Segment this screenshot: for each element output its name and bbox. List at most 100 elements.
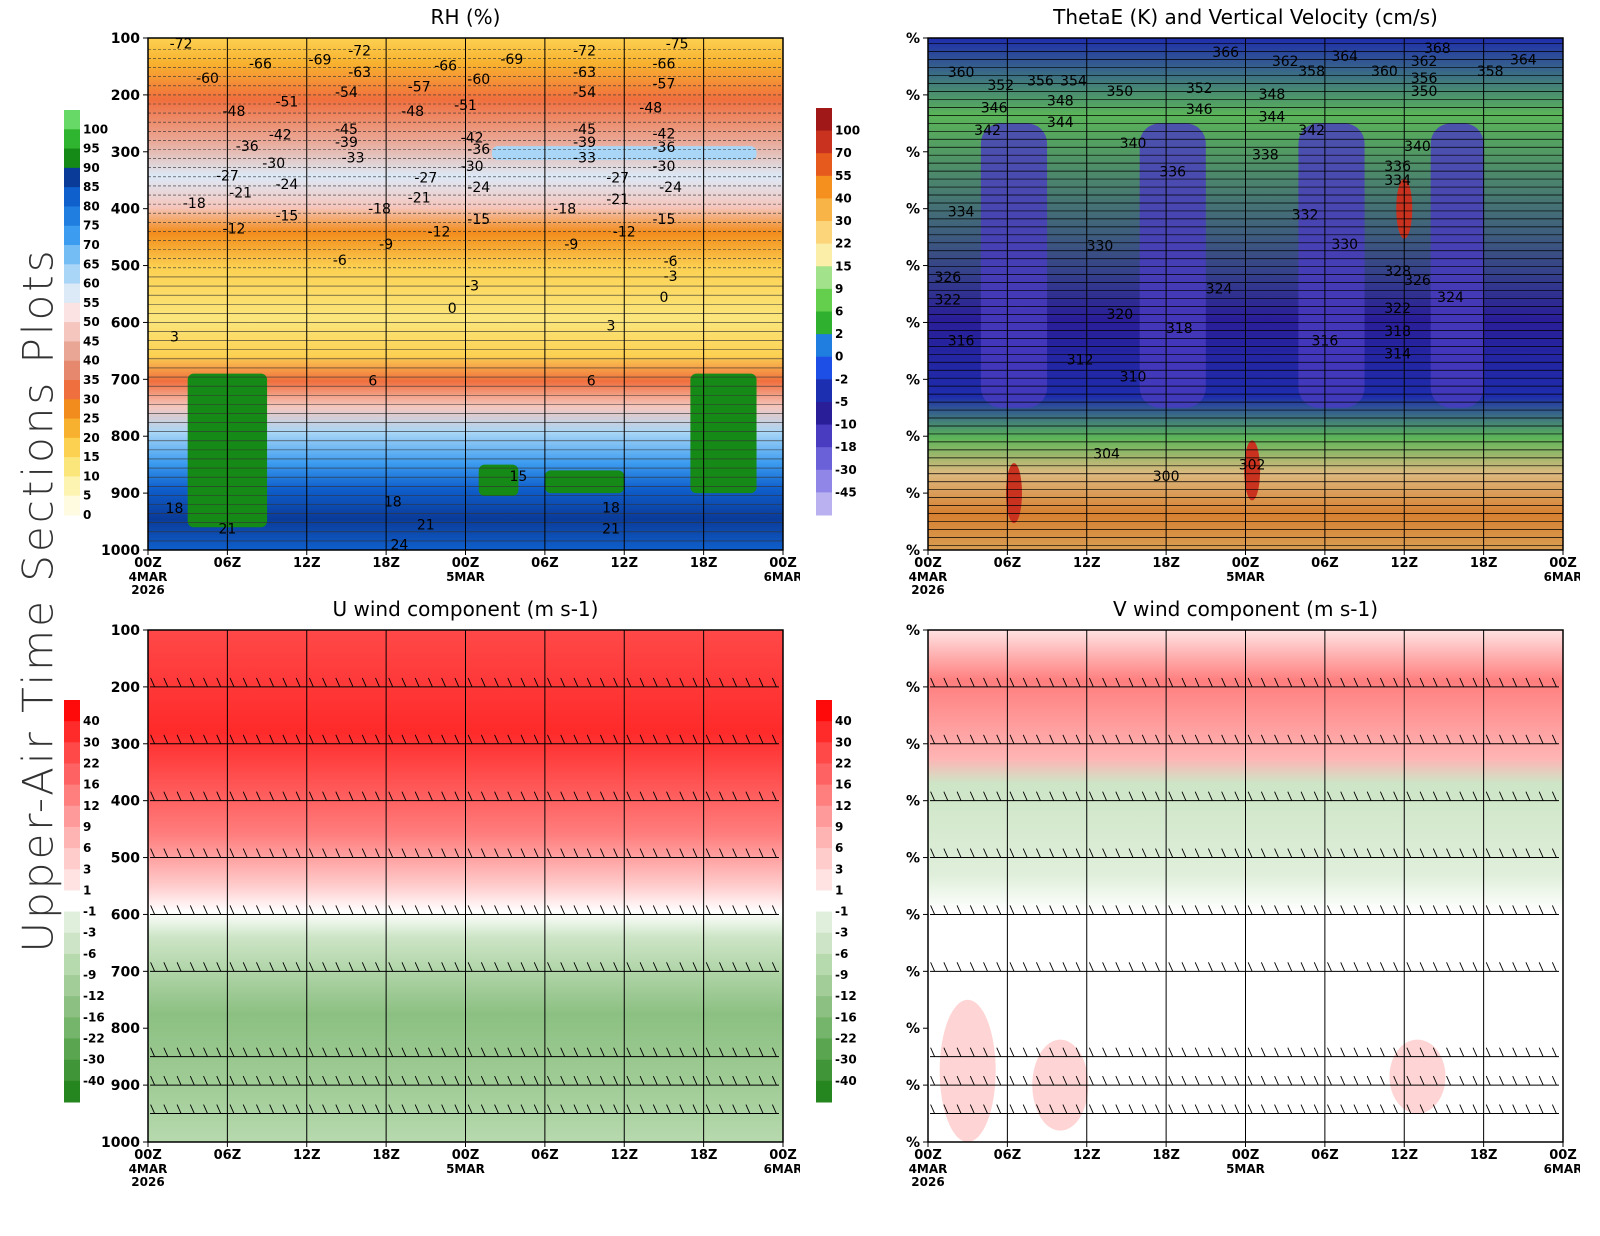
wind-barb xyxy=(745,905,751,915)
wind-barb xyxy=(520,1104,526,1114)
y-tick-label: 800 xyxy=(111,429,140,445)
wind-barb xyxy=(375,791,380,801)
wind-barb xyxy=(203,1104,208,1114)
wind-barb xyxy=(1446,677,1451,688)
wind-barb xyxy=(1340,734,1346,744)
wind-barb xyxy=(1274,1047,1279,1057)
wind-barb xyxy=(626,1075,632,1086)
colorbar-label: 55 xyxy=(83,296,100,310)
wind-barb xyxy=(1512,962,1518,972)
colorbar-swatch xyxy=(64,129,80,150)
wind-barb xyxy=(586,1104,592,1114)
wind-barb xyxy=(282,734,288,744)
colorbar-swatch xyxy=(816,1017,832,1040)
colorbar-label: 75 xyxy=(83,219,100,233)
wind-barb xyxy=(150,1047,156,1057)
wind-barb xyxy=(242,1075,248,1086)
wind-barb xyxy=(943,962,949,972)
wind-barb xyxy=(771,905,777,915)
wind-barb xyxy=(771,848,777,858)
wind-barb xyxy=(520,1075,526,1086)
wind-barb xyxy=(996,905,1002,915)
wind-barb xyxy=(1551,1075,1557,1086)
wind-barb xyxy=(1115,1104,1121,1114)
wind-barb xyxy=(1221,962,1227,972)
x-tick-label: 12Z xyxy=(1073,1148,1101,1163)
colorbar-swatch xyxy=(816,996,832,1018)
wind-barb xyxy=(1274,1075,1279,1086)
wind-barb xyxy=(1260,734,1266,744)
x-tick-label: 12Z xyxy=(1073,556,1101,571)
wind-barb xyxy=(758,962,764,972)
wind-barb xyxy=(1168,677,1174,688)
wind-barb xyxy=(1168,1104,1174,1114)
wind-barb xyxy=(586,677,592,688)
wind-barb xyxy=(1538,1104,1544,1114)
wind-barb xyxy=(679,734,685,744)
wind-barb xyxy=(242,1104,248,1114)
wind-barb xyxy=(1260,962,1266,972)
wind-barb xyxy=(1009,677,1015,688)
wind-barb xyxy=(1102,1104,1108,1114)
wind-barb xyxy=(163,791,169,801)
wind-barb xyxy=(1393,905,1399,915)
wind-barb xyxy=(1499,734,1504,744)
contour-label: 342 xyxy=(1298,123,1325,139)
wind-barb xyxy=(1485,962,1491,972)
wind-barb xyxy=(613,734,619,744)
wind-barb xyxy=(1340,848,1346,858)
wind-barb xyxy=(361,1104,367,1114)
colorbar-swatch xyxy=(64,457,80,477)
wind-barb xyxy=(269,1104,275,1114)
colorbar-label: 15 xyxy=(83,450,100,464)
wind-barb xyxy=(1181,848,1187,858)
contour-label: -36 xyxy=(653,140,676,156)
contour-label: -12 xyxy=(223,222,246,238)
wind-barb xyxy=(1022,962,1028,972)
wind-barb xyxy=(547,962,552,972)
contour-label: 18 xyxy=(602,500,620,516)
v-wind-southerly-region xyxy=(939,999,996,1142)
wind-barb xyxy=(1247,848,1253,858)
wind-barb xyxy=(480,1047,486,1057)
wind-barb xyxy=(983,734,988,744)
colorbar-label: 3 xyxy=(835,862,843,876)
wind-barb xyxy=(732,791,738,801)
wind-barb xyxy=(1234,962,1240,972)
wind-barb xyxy=(719,1047,724,1057)
wind-barb xyxy=(1459,962,1465,972)
wind-barb xyxy=(586,962,592,972)
wind-barb xyxy=(507,1047,513,1057)
wind-barb xyxy=(1128,1047,1134,1057)
wind-barb xyxy=(1009,848,1015,858)
thetae-panel: ThetaE (K) and Vertical Velocity (cm/s) 3… xyxy=(780,0,1582,610)
wind-barb xyxy=(1234,734,1240,744)
y-tick-label: % xyxy=(906,486,920,502)
contour-label: 336 xyxy=(1384,159,1411,175)
colorbar-label: 6 xyxy=(835,305,843,319)
wind-barb xyxy=(1340,1047,1346,1057)
y-tick-label: 300 xyxy=(111,737,140,753)
wind-barb xyxy=(1181,677,1187,688)
wind-barb xyxy=(679,1104,685,1114)
colorbar-swatch xyxy=(64,721,80,743)
wind-barb xyxy=(1181,1075,1187,1086)
wind-barb xyxy=(1419,1104,1425,1114)
wind-barb xyxy=(1485,734,1491,744)
wind-barb xyxy=(1432,677,1438,688)
wind-barb xyxy=(1419,1075,1425,1086)
wind-barb xyxy=(1525,1047,1531,1057)
colorbar-swatch xyxy=(64,1059,80,1082)
wind-barb xyxy=(1419,677,1425,688)
wind-barb xyxy=(679,905,685,915)
colorbar-label: 9 xyxy=(835,282,843,296)
wind-barb xyxy=(507,1075,513,1086)
wind-barb xyxy=(1379,848,1385,858)
x-tick-label: 00Z xyxy=(134,1148,162,1163)
contour-label: 334 xyxy=(1384,173,1411,189)
wind-barb xyxy=(1327,962,1332,972)
colorbar-swatch xyxy=(64,953,80,976)
wind-barb xyxy=(1366,677,1372,688)
x-tick-label: 18Z xyxy=(1152,556,1180,571)
wind-barb xyxy=(1419,962,1425,972)
